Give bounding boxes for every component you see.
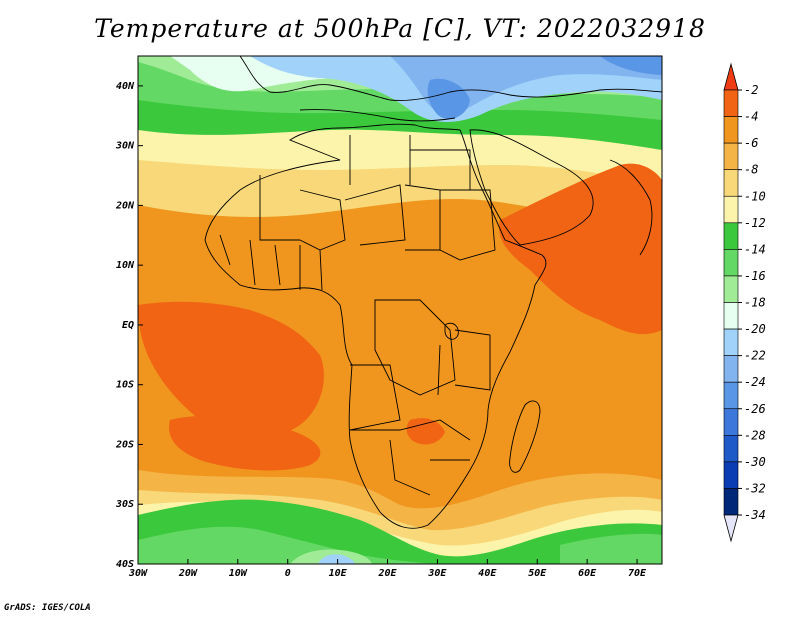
colorbar-label: -14 bbox=[744, 242, 766, 256]
temperature-field bbox=[138, 56, 662, 564]
lat-tick-label: 30S bbox=[115, 499, 134, 510]
lat-tick-label: 40S bbox=[116, 559, 134, 570]
lat-tick-label: 20S bbox=[115, 439, 134, 450]
map-title: Temperature at 500hPa [C], VT: 202203291… bbox=[94, 14, 706, 43]
colorbar-label: -26 bbox=[744, 402, 766, 416]
africa-coastline bbox=[204, 123, 547, 529]
colorbar-swatch bbox=[723, 222, 739, 250]
colorbar-swatch bbox=[723, 169, 739, 197]
lon-tick-label: 10W bbox=[229, 568, 248, 579]
lat-tick-label: 10S bbox=[116, 380, 134, 391]
colorbar-label: -20 bbox=[744, 322, 766, 336]
warm-spot bbox=[540, 217, 620, 273]
colorbar-bottom-arrow bbox=[723, 514, 739, 543]
lon-tick-label: 70E bbox=[628, 568, 647, 579]
colorbar-label: -24 bbox=[744, 375, 766, 389]
colorbar-label: -28 bbox=[744, 428, 766, 442]
lon-tick-label: 20E bbox=[377, 568, 397, 579]
colorbar-swatch bbox=[723, 302, 739, 330]
colorbar-label: -18 bbox=[744, 296, 766, 310]
colorbar-swatch bbox=[723, 275, 739, 303]
lat-tick-label: 20N bbox=[115, 200, 135, 211]
band-minus-4-west bbox=[138, 301, 324, 438]
lon-tick-label: 20W bbox=[178, 568, 198, 579]
lake-victoria bbox=[444, 322, 459, 340]
border-southern-africa bbox=[350, 419, 471, 496]
mediterranean-coast bbox=[299, 109, 456, 122]
india-coastline bbox=[609, 159, 653, 256]
band-minus-22-south bbox=[318, 554, 355, 564]
band-minus-26-ne bbox=[600, 56, 662, 75]
colorbar-label: -30 bbox=[744, 455, 766, 469]
colorbar-label: -2 bbox=[744, 83, 758, 97]
colorbar-swatch bbox=[723, 355, 739, 383]
border-libya bbox=[349, 135, 411, 185]
lon-tick-label: 50E bbox=[528, 568, 547, 579]
west-africa-borders bbox=[219, 234, 323, 291]
colorbar-swatch bbox=[723, 249, 739, 277]
colorbar-top-arrow bbox=[723, 62, 739, 91]
colorbar-label: -8 bbox=[744, 163, 758, 177]
border-egypt bbox=[410, 149, 471, 190]
border-drc bbox=[374, 299, 456, 396]
band-minus-4-zambia bbox=[406, 418, 445, 445]
colorbar-label: -12 bbox=[744, 216, 766, 230]
plot-frame bbox=[137, 55, 663, 565]
lon-tick-label: 30E bbox=[427, 568, 447, 579]
colorbar-swatch bbox=[723, 408, 739, 436]
lat-tick-label: EQ bbox=[122, 320, 134, 331]
border-sudan bbox=[439, 189, 496, 261]
colorbar-label: -4 bbox=[744, 110, 758, 124]
border-sahara bbox=[259, 175, 300, 241]
lon-tick-label: 40E bbox=[478, 568, 497, 579]
border-tanzania bbox=[454, 329, 491, 391]
lon-tick-label: 10E bbox=[329, 568, 348, 579]
lat-tick-label: 40N bbox=[116, 81, 135, 92]
colorbar-label: -32 bbox=[744, 481, 766, 495]
colorbar-label: -34 bbox=[744, 508, 766, 522]
colorbar-label: -6 bbox=[744, 136, 758, 150]
band-minus-16-southeast bbox=[560, 533, 662, 564]
border-chad bbox=[404, 184, 441, 251]
lat-tick-label: 30N bbox=[115, 141, 135, 152]
border-angola bbox=[349, 364, 401, 431]
band-minus-26 bbox=[427, 78, 470, 120]
coastlines-and-borders bbox=[204, 56, 662, 529]
colorbar-swatch bbox=[723, 142, 739, 170]
colorbar-swatch bbox=[723, 195, 739, 224]
colorbar-swatch bbox=[723, 116, 739, 144]
madagascar-coastline bbox=[509, 400, 541, 473]
lon-tick-label: 0 bbox=[285, 568, 291, 579]
colorbar-label: -16 bbox=[744, 269, 766, 283]
colorbar-swatch bbox=[723, 381, 739, 410]
lon-tick-label: 30W bbox=[128, 568, 148, 579]
colorbar-swatch bbox=[723, 488, 739, 516]
lat-tick-label: 10N bbox=[116, 260, 135, 271]
axis-ticks: 30W 20W 10W 0 10E 20E 30E 40E 50E 60E 70E 40N 30N 20N… bbox=[115, 81, 647, 579]
colorbar-swatch bbox=[723, 328, 739, 356]
band-minus-4-southwest bbox=[169, 415, 321, 471]
border-mali bbox=[299, 189, 346, 251]
colorbar-label: -10 bbox=[744, 189, 766, 203]
border-niger bbox=[344, 184, 406, 246]
europe-coastline bbox=[239, 56, 662, 101]
colorbar-swatch bbox=[723, 89, 739, 117]
colorbar: -2 -4 -6 -8 -10 -12 -14 -16 -18 -20 -22 -24 -26 -28 -3… bbox=[723, 62, 766, 543]
colorbar-swatch bbox=[723, 435, 739, 463]
colorbar-swatch bbox=[723, 461, 739, 489]
colorbar-label: -22 bbox=[744, 349, 766, 363]
lake-tanganyika bbox=[437, 344, 441, 396]
credit-label: GrADS: IGES/COLA bbox=[4, 603, 91, 613]
band-minus-16-south bbox=[138, 526, 440, 564]
lon-tick-label: 60E bbox=[578, 568, 597, 579]
